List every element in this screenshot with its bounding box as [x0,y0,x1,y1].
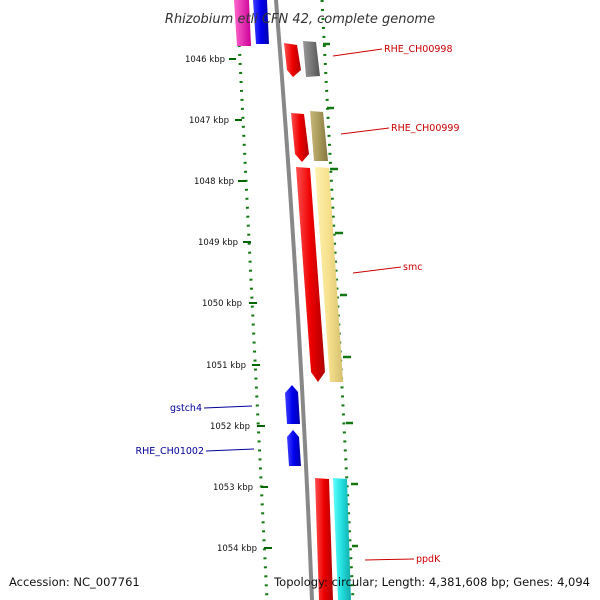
kbp-label-1052: 1052 kbp [210,422,250,432]
outer-dotted-track [320,0,355,600]
map-title: Rhizobium etli CFN 42, complete genome [165,12,435,27]
kbp-label-1046: 1046 kbp [185,55,225,65]
accession-text: Accession: NC_007761 [9,575,140,589]
inner-dotted-track [235,0,269,600]
gc-content-ticks [323,42,358,548]
feature-grey [303,41,320,77]
cds-smc[interactable] [296,167,325,382]
gene-label-rhe-ch00999[interactable]: RHE_CH00999 [391,123,460,134]
kbp-label-1050: 1050 kbp [202,299,242,309]
leader-smc [352,266,402,274]
gene-label-smc[interactable]: smc [403,262,422,273]
cds-rhe-ch00999[interactable] [291,113,309,162]
kbp-label-1051: 1051 kbp [206,361,246,371]
leader-rhe-ch00999 [340,127,390,135]
topology-text: Topology: circular; Length: 4,381,608 bp… [273,575,590,589]
cds-rhe-ch00998[interactable] [284,43,301,77]
cds-ppdk[interactable] [315,478,333,600]
kbp-label-1053: 1053 kbp [213,483,253,493]
kbp-label-1048: 1048 kbp [194,177,234,187]
leader-rhe-ch00998 [332,48,383,57]
feature-cyan [333,478,351,600]
genome-backbone [274,0,314,600]
kbp-label-1047: 1047 kbp [189,116,229,126]
feature-cream [315,167,343,382]
cds-rhe-ch01002[interactable] [287,430,301,466]
cds-gstch4[interactable] [285,385,300,424]
leader-rhe-ch01002 [205,448,255,452]
leader-ppdk [364,558,415,561]
leader-gstch4 [203,405,253,409]
gene-label-rhe-ch00998[interactable]: RHE_CH00998 [384,44,453,55]
kbp-label-1054: 1054 kbp [217,544,257,554]
kbp-label-1049: 1049 kbp [198,238,238,248]
gene-label-rhe-ch01002[interactable]: RHE_CH01002 [136,446,205,457]
feature-blue-partial [253,0,269,44]
gene-label-gstch4[interactable]: gstch4 [170,403,202,414]
feature-pink-partial [234,0,251,46]
kbp-ticks [229,58,272,549]
feature-olive [310,111,328,161]
gene-label-ppdk[interactable]: ppdK [416,554,441,565]
